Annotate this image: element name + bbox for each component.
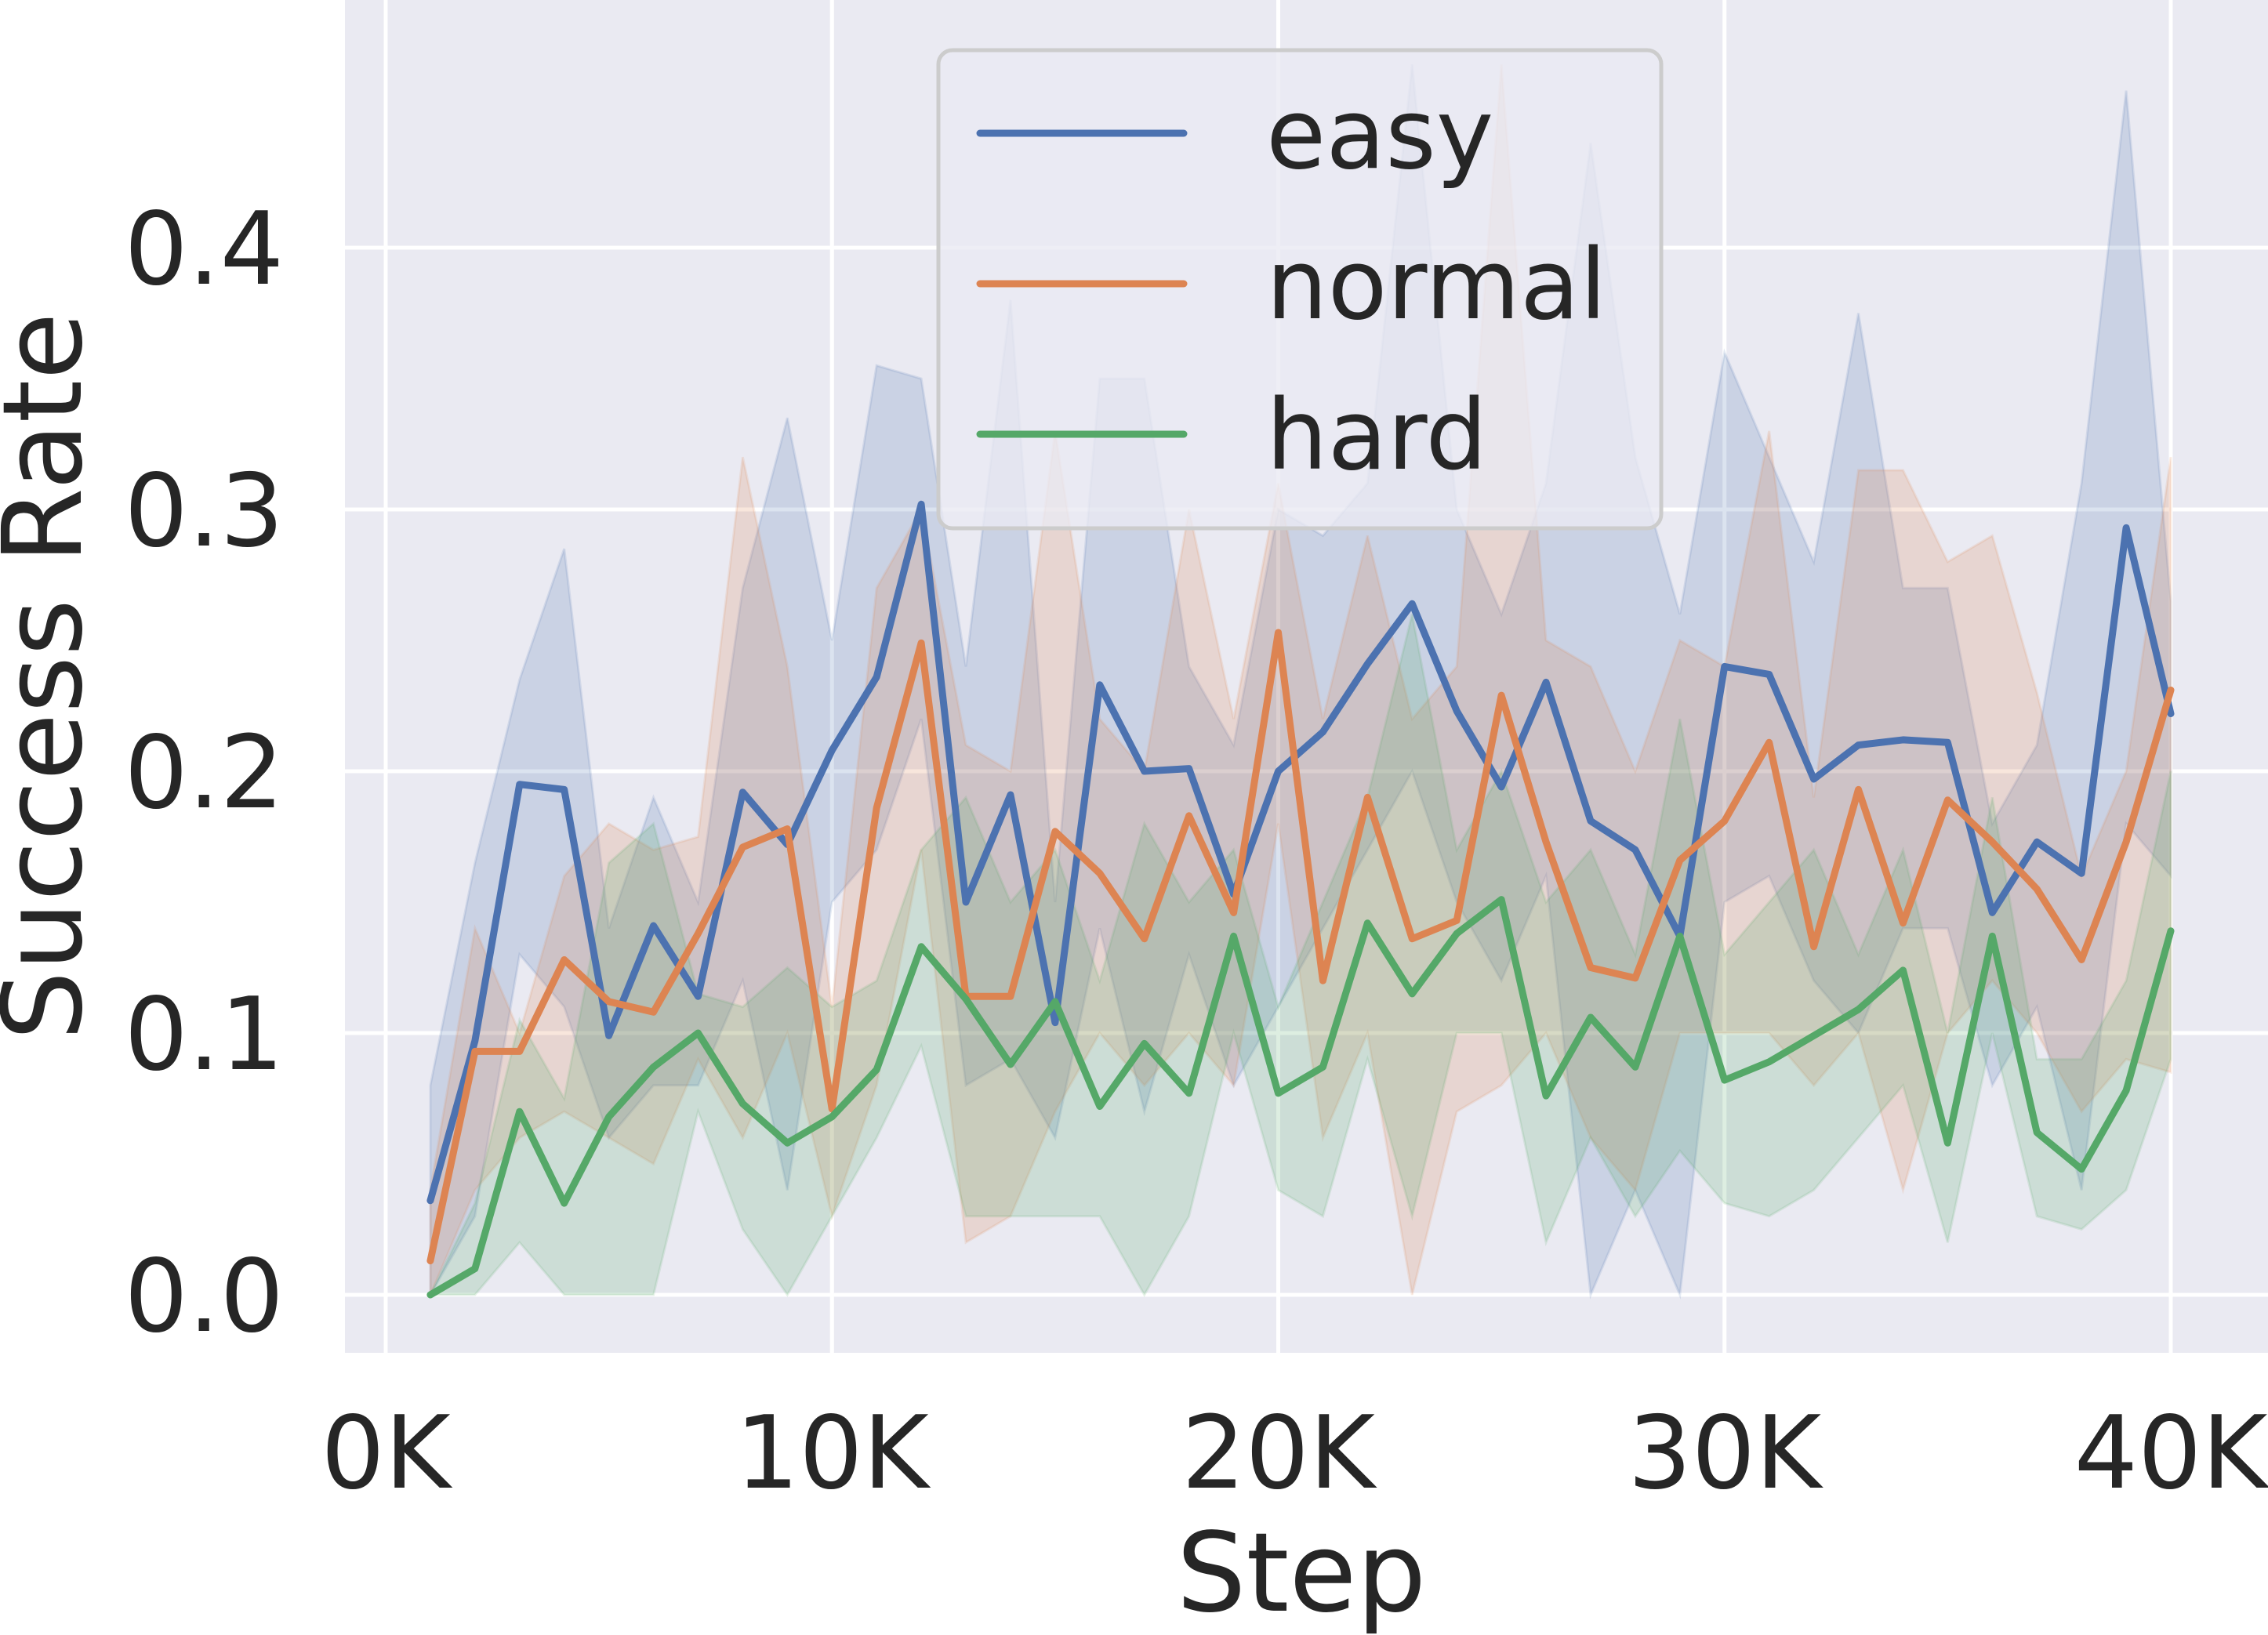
y-axis-title: Success Rate [0,312,107,1040]
y-tick-label: 0.3 [124,453,284,570]
x-tick-label: 0K [321,1395,452,1512]
line-normal [426,629,2175,1265]
series-lines [426,500,2175,1299]
line-hard [426,896,2175,1299]
band-normal [429,64,2172,1296]
y-tick-label: 0.4 [124,191,284,308]
legend-label-easy: easy [1266,78,1493,191]
y-tick-labels: 0.0 0.1 0.2 0.3 0.4 [124,191,284,1355]
x-tick-label: 20K [1181,1395,1377,1512]
legend-label-hard: hard [1266,379,1487,492]
legend: easy normal hard [936,48,1664,531]
x-tick-labels: 0K 10K 20K 30K 40K [321,1395,2268,1512]
y-tick-label: 0.2 [124,715,284,832]
y-tick-label: 0.1 [124,977,284,1093]
x-tick-label: 40K [2074,1395,2268,1512]
y-tick-label: 0.0 [124,1238,284,1355]
legend-label-normal: normal [1266,229,1606,342]
x-axis-title: Step [1177,1510,1427,1635]
band-hard [428,614,2172,1298]
legend-box [936,48,1664,531]
x-tick-label: 10K [735,1395,931,1512]
x-tick-label: 30K [1628,1395,1823,1512]
